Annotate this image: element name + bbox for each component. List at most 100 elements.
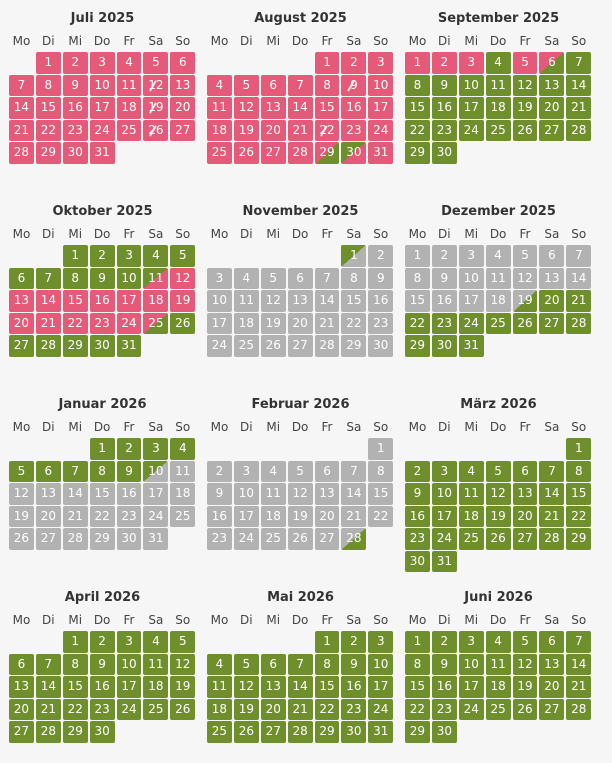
day-cell[interactable]: 22 [405,119,430,141]
day-cell[interactable]: 29 [405,142,430,164]
day-cell[interactable]: 1 [566,438,592,460]
day-cell[interactable]: 30 [368,335,394,357]
day-cell[interactable]: 27 [260,142,286,164]
day-cell[interactable]: 15 [341,290,367,312]
day-cell[interactable]: 10 [368,74,394,96]
day-cell[interactable]: 28 [314,335,340,357]
day-cell[interactable]: 16 [341,676,367,698]
day-cell[interactable]: 24 [207,335,232,357]
day-cell[interactable]: 6 [9,267,34,289]
day-cell[interactable]: 3 [116,631,142,653]
day-cell[interactable]: 24 [116,312,142,334]
day-cell[interactable]: 20 [9,312,34,334]
day-cell[interactable]: 22 [405,312,430,334]
day-cell[interactable]: 4 [485,631,511,653]
day-cell[interactable]: 3 [431,460,457,482]
day-cell[interactable]: 5 [233,74,259,96]
day-cell[interactable]: 4 [260,460,286,482]
day-cell[interactable]: 20 [260,119,286,141]
day-cell[interactable]: 14 [341,483,367,505]
day-cell[interactable]: 3 [116,245,142,267]
day-cell[interactable]: 1 [62,245,88,267]
day-cell[interactable]: 16 [207,505,232,527]
day-cell[interactable]: 8 [405,267,430,289]
day-cell[interactable]: 13 [9,676,34,698]
day-cell[interactable]: 7 [9,74,34,96]
day-cell[interactable]: 27 [35,528,61,550]
day-cell[interactable]: 9 [89,267,115,289]
day-cell[interactable]: 19 [170,290,196,312]
day-cell[interactable]: 29 [341,335,367,357]
day-cell[interactable]: 25 [233,335,259,357]
day-cell[interactable]: 28 [35,335,61,357]
day-cell[interactable]: 16 [341,97,367,119]
day-cell[interactable]: 5 [233,653,259,675]
day-cell[interactable]: 16 [431,97,457,119]
day-cell[interactable]: 7 [35,653,61,675]
day-cell[interactable]: 28 [566,312,592,334]
day-cell[interactable]: 6 [260,74,286,96]
day-cell[interactable]: 26 [260,335,286,357]
day-cell[interactable]: 8 [341,267,367,289]
day-cell[interactable]: 5 [512,245,538,267]
day-cell[interactable]: 3 [368,52,394,74]
day-cell[interactable]: 15 [62,290,88,312]
day-cell[interactable]: 3 [89,52,115,74]
day-cell[interactable]: 12 [512,74,538,96]
day-cell[interactable]: 2 [431,631,457,653]
day-cell[interactable]: 18 [458,505,484,527]
day-cell[interactable]: 20 [539,97,565,119]
day-cell[interactable]: 23 [431,119,457,141]
day-cell[interactable]: 10 [143,460,169,482]
day-cell[interactable]: 15 [62,676,88,698]
day-cell[interactable]: 13 [539,74,565,96]
day-cell[interactable]: 4 [207,653,232,675]
day-cell[interactable]: 20 [170,97,196,119]
day-cell[interactable]: 22 [35,119,61,141]
day-cell[interactable]: 15 [89,483,115,505]
day-cell[interactable]: 13 [539,267,565,289]
day-cell[interactable]: 25 [143,698,169,720]
day-cell[interactable]: 18 [143,676,169,698]
day-cell[interactable]: 1 [405,631,430,653]
day-cell[interactable]: 30 [431,721,457,743]
day-cell[interactable]: 21 [35,312,61,334]
day-cell[interactable]: 7 [566,52,592,74]
day-cell[interactable]: 8 [62,653,88,675]
day-cell[interactable]: 22 [89,505,115,527]
day-cell[interactable]: 14 [62,483,88,505]
day-cell[interactable]: 19 [485,505,511,527]
day-cell[interactable]: 9 [116,460,142,482]
day-cell[interactable]: 24 [116,698,142,720]
day-cell[interactable]: 7 [566,245,592,267]
day-cell[interactable]: 19 [512,97,538,119]
day-cell[interactable]: 31 [143,528,169,550]
day-cell[interactable]: 4 [143,631,169,653]
day-cell[interactable]: 10 [431,483,457,505]
day-cell[interactable]: 28 [287,142,313,164]
day-cell[interactable]: 30 [431,335,457,357]
day-cell[interactable]: 8 [405,74,430,96]
day-cell[interactable]: 19 [233,698,259,720]
day-cell[interactable]: 1 [314,631,340,653]
day-cell[interactable]: 10 [458,267,484,289]
day-cell[interactable]: 29 [314,721,340,743]
day-cell[interactable]: 15 [368,483,394,505]
day-cell[interactable]: 4 [143,245,169,267]
day-cell[interactable]: 25 [170,505,196,527]
day-cell[interactable]: 5 [512,631,538,653]
day-cell[interactable]: 13 [9,290,34,312]
day-cell[interactable]: 23 [341,119,367,141]
day-cell[interactable]: 11 [260,483,286,505]
day-cell[interactable]: 25 [207,721,232,743]
day-cell[interactable]: 30 [116,528,142,550]
day-cell[interactable]: 7 [287,653,313,675]
day-cell[interactable]: 21 [314,312,340,334]
day-cell[interactable]: 31 [89,142,115,164]
day-cell[interactable]: 11 [143,653,169,675]
day-cell[interactable]: 24 [458,312,484,334]
day-cell[interactable]: 2 [89,245,115,267]
day-cell[interactable]: 4 [458,460,484,482]
day-cell[interactable]: 25 [143,312,169,334]
day-cell[interactable]: 16 [116,483,142,505]
